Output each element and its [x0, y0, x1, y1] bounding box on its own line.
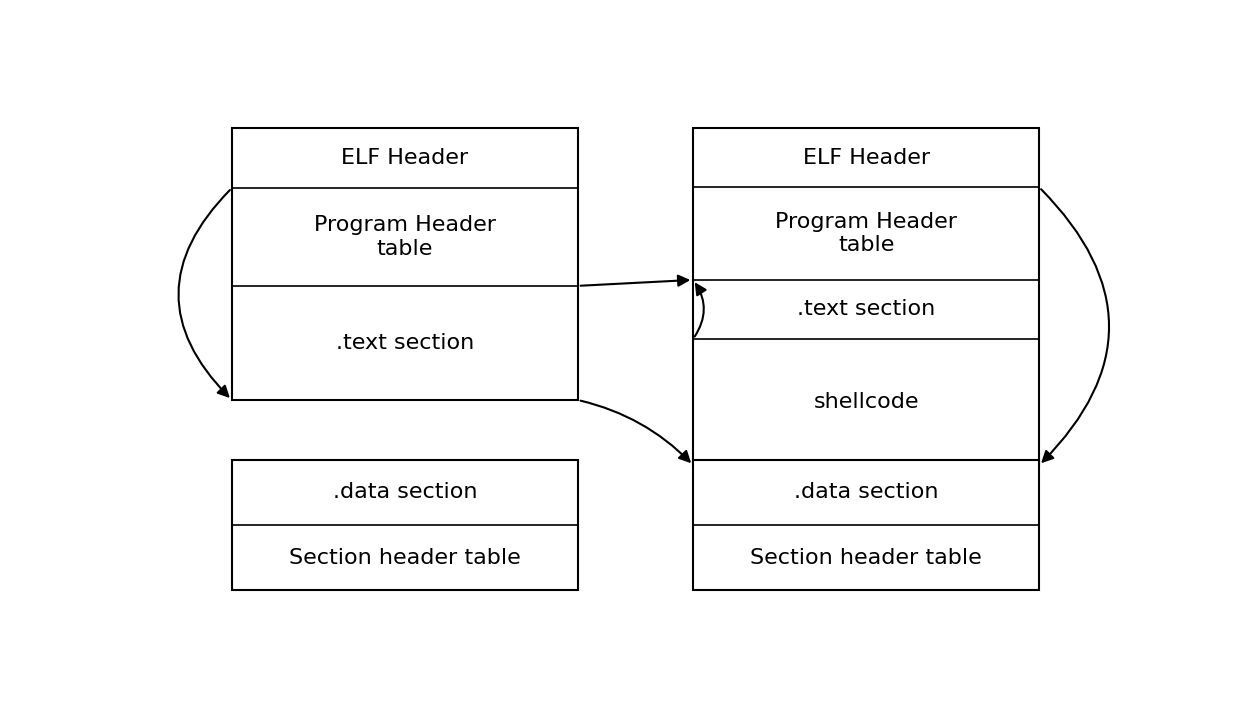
Text: ELF Header: ELF Header — [341, 148, 469, 168]
Text: Program Header
table: Program Header table — [314, 215, 496, 258]
Text: .data section: .data section — [794, 482, 939, 503]
Text: Section header table: Section header table — [750, 548, 982, 568]
Text: Program Header
table: Program Header table — [775, 212, 957, 255]
Bar — [693, 128, 1039, 465]
Text: .data section: .data section — [332, 482, 477, 503]
Text: shellcode: shellcode — [813, 392, 919, 412]
Bar — [232, 460, 578, 590]
Text: .text section: .text section — [797, 299, 935, 319]
Text: Section header table: Section header table — [289, 548, 521, 568]
Text: .text section: .text section — [336, 333, 474, 353]
Bar — [693, 460, 1039, 590]
Bar — [232, 128, 578, 400]
Text: ELF Header: ELF Header — [802, 148, 930, 168]
